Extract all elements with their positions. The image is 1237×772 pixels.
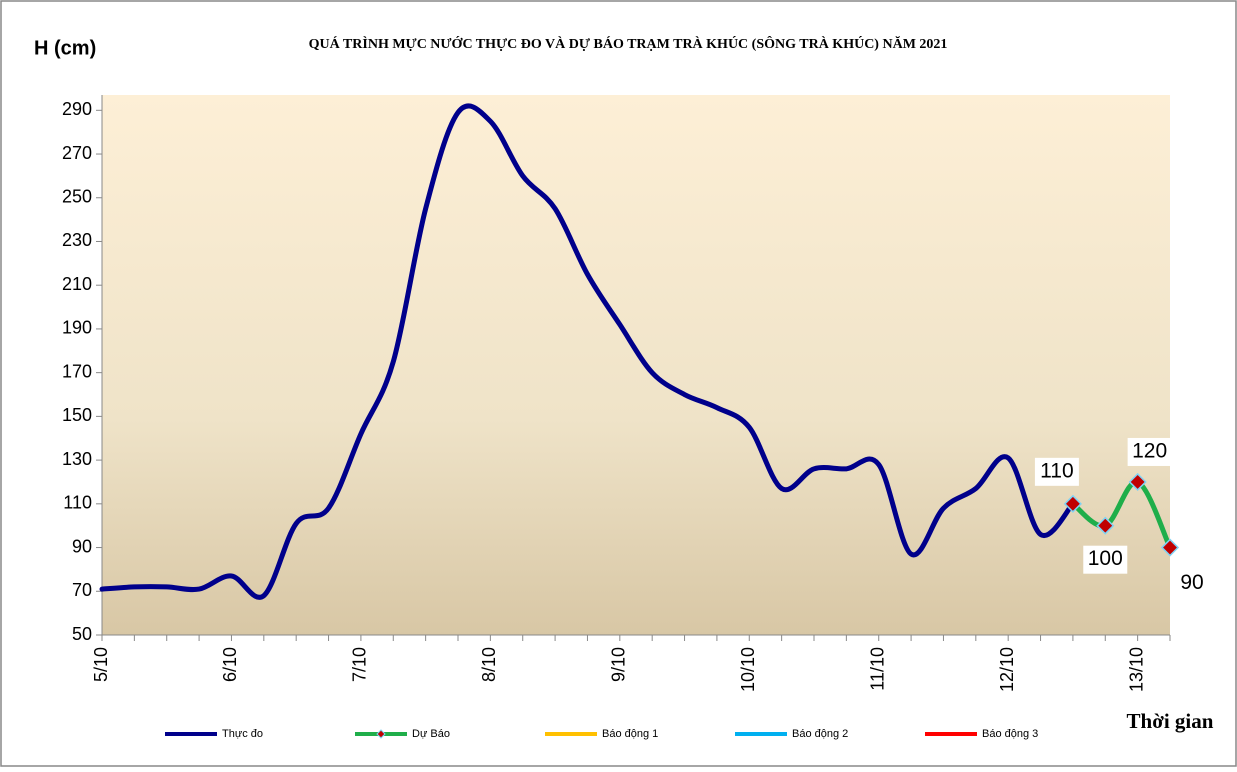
data-label: 100 xyxy=(1088,547,1123,570)
marker xyxy=(1096,516,1115,535)
x-tick-label: 6/10 xyxy=(220,647,240,682)
y-tick-label: 250 xyxy=(62,187,92,207)
y-tick-label: 270 xyxy=(62,143,92,163)
y-tick-label: 90 xyxy=(72,536,92,556)
y-tick-label: 70 xyxy=(72,580,92,600)
x-tick-label: 11/10 xyxy=(867,647,887,691)
y-tick-label: 210 xyxy=(62,274,92,294)
x-tick-label: 10/10 xyxy=(738,647,758,692)
data-label: 120 xyxy=(1132,440,1167,463)
marker xyxy=(1160,538,1180,557)
y-tick-label: 130 xyxy=(62,449,92,469)
data-label-bg xyxy=(1127,437,1172,466)
y-tick-label: 190 xyxy=(62,318,92,338)
legend-label: Báo động 3 xyxy=(982,728,1038,740)
data-label: 90 xyxy=(1180,571,1203,594)
series-line xyxy=(1070,479,1173,551)
data-label-bg xyxy=(1170,569,1214,598)
y-tick-label: 230 xyxy=(62,230,92,250)
plot-area xyxy=(102,95,1170,635)
series-line xyxy=(99,103,1076,600)
y-tick-label: 150 xyxy=(62,405,92,425)
marker xyxy=(1063,494,1082,513)
x-tick-label: 9/10 xyxy=(609,647,629,682)
data-label-bg xyxy=(1083,545,1128,574)
x-tick-label: 12/10 xyxy=(997,647,1017,692)
y-tick-label: 170 xyxy=(62,361,92,381)
y-tick-label: 110 xyxy=(63,493,92,513)
data-label: 110 xyxy=(1040,459,1073,482)
legend-label: Báo động 1 xyxy=(602,728,658,740)
y-axis-label: H (cm) xyxy=(34,37,96,59)
marker xyxy=(1128,472,1147,492)
legend-label: Báo động 2 xyxy=(792,728,848,740)
x-tick-label: 8/10 xyxy=(479,647,499,682)
x-tick-label: 13/10 xyxy=(1126,647,1146,692)
legend-label: Thực đo xyxy=(222,728,263,740)
data-label-bg xyxy=(1034,457,1079,486)
x-tick-label: 7/10 xyxy=(350,647,370,682)
legend-label: Dự Báo xyxy=(412,728,450,740)
chart-title: QUÁ TRÌNH MỰC NƯỚC THỰC ĐO VÀ DỰ BÁO TRẠ… xyxy=(309,35,948,52)
y-tick-label: 50 xyxy=(72,624,92,644)
x-axis-label: Thời gian xyxy=(1127,709,1214,733)
x-tick-label: 5/10 xyxy=(91,647,111,682)
y-tick-label: 290 xyxy=(62,99,92,119)
legend-marker xyxy=(376,729,386,739)
